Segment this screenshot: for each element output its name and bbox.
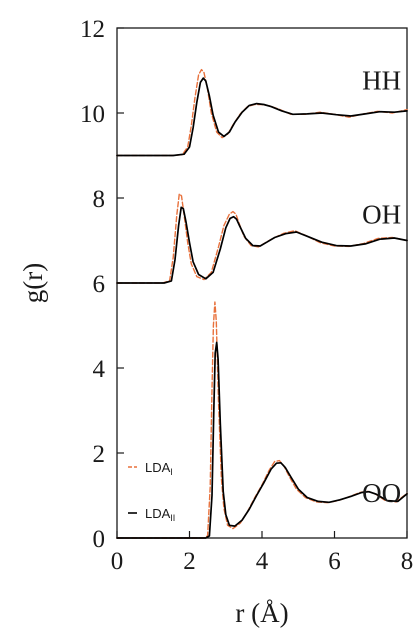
x-tick-label: 8 — [401, 548, 414, 575]
y-tick-label: 2 — [93, 441, 106, 468]
panel-label-oo: OO — [362, 478, 401, 508]
series-line-hh-lda-ii — [116, 77, 408, 157]
x-tick-label: 0 — [111, 548, 124, 575]
y-axis-title: g(r) — [18, 263, 48, 303]
y-tick-label: 4 — [93, 356, 106, 383]
x-axis-title: r (Å) — [235, 598, 288, 628]
x-tick-label: 6 — [328, 548, 341, 575]
legend: LDAI LDAII — [128, 460, 175, 523]
x-tick-label: 2 — [183, 548, 196, 575]
y-tick-label: 0 — [93, 526, 106, 553]
series-line-oo-lda-ii — [116, 341, 408, 539]
y-tick-label: 8 — [93, 186, 106, 213]
legend-label-1: LDAII — [145, 506, 175, 523]
y-tick-label: 12 — [80, 16, 105, 43]
legend-subscript-1: II — [170, 513, 175, 523]
y-tick-label: 10 — [80, 101, 105, 128]
labels-layer: HH OH OO — [362, 66, 401, 508]
x-tick-label: 4 — [256, 548, 269, 575]
panel-label-oh: OH — [362, 200, 401, 230]
series-layer — [116, 68, 408, 539]
panel-label-hh: HH — [362, 66, 401, 96]
legend-label-0: LDAI — [145, 460, 173, 477]
legend-subscript-0: I — [170, 467, 173, 477]
y-tick-label: 6 — [93, 271, 106, 298]
series-line-oh-lda-ii — [116, 206, 408, 284]
